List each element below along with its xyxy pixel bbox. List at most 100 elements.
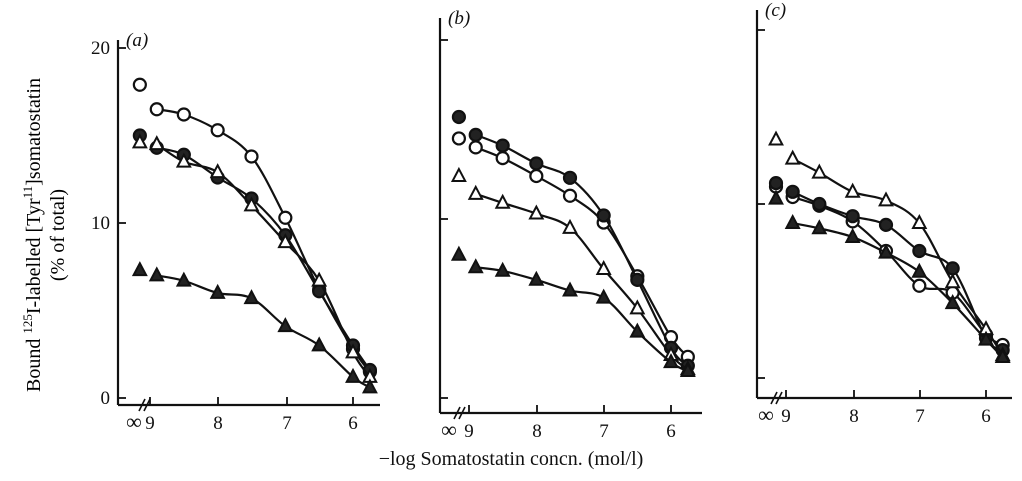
data-point-filled-triangle: [361, 378, 378, 394]
data-point-filled-triangle: [131, 261, 148, 277]
panel-label: (a): [126, 30, 148, 51]
data-point-open-triangle: [528, 204, 545, 220]
data-point-filled-circle: [630, 272, 645, 287]
x-axis-title: −log Somatostatin concn. (mol/l): [378, 448, 644, 470]
data-point-filled-triangle: [243, 289, 260, 305]
data-point-filled-triangle: [345, 367, 361, 383]
data-point-open-triangle: [148, 135, 165, 151]
panel-label: (b): [448, 8, 470, 29]
data-point-filled-triangle: [768, 189, 784, 205]
panel-label: (c): [765, 0, 786, 21]
x-tick-label: 6: [348, 413, 358, 434]
data-point-filled-circle: [451, 109, 466, 125]
x-tick-label: 8: [532, 421, 542, 442]
series-line-filled-triangle: [792, 222, 1004, 358]
svg-text:Bound 125I-labelled [Tyr11]som: Bound 125I-labelled [Tyr11]somatostatin: [20, 78, 45, 392]
data-point-filled-circle: [878, 217, 894, 232]
data-point-filled-triangle: [209, 283, 226, 299]
data-point-open-circle: [176, 107, 191, 122]
x-tick-label: 9: [145, 413, 155, 434]
data-point-filled-circle: [468, 127, 483, 142]
y-axis-title: Bound 125I-labelled [Tyr11]somatostatin …: [20, 78, 69, 392]
x-tick-label: 7: [915, 406, 925, 427]
data-point-open-triangle: [345, 343, 361, 359]
data-point-open-circle: [132, 77, 147, 92]
data-point-open-circle: [149, 102, 164, 117]
data-point-open-circle: [210, 123, 225, 138]
axis-break-mark: [143, 398, 151, 412]
data-point-filled-triangle: [811, 219, 828, 235]
data-point-open-triangle: [494, 193, 511, 209]
y-axis-title-part: Bound: [23, 334, 45, 392]
data-point-open-circle: [468, 140, 483, 155]
data-point-open-triangle: [311, 271, 328, 287]
series-line-open-circle: [475, 146, 689, 358]
data-point-filled-triangle: [311, 336, 328, 352]
data-point-open-triangle: [768, 130, 784, 146]
data-point-open-triangle: [811, 163, 828, 179]
data-point-open-triangle: [844, 182, 861, 198]
data-point-filled-triangle: [878, 243, 894, 259]
data-point-filled-triangle: [528, 270, 545, 286]
data-point-open-triangle: [878, 191, 894, 207]
data-point-open-circle: [278, 210, 293, 225]
data-point-filled-triangle: [679, 362, 696, 378]
series-line-open-circle: [156, 108, 371, 373]
data-point-open-circle: [244, 149, 259, 164]
data-point-filled-circle: [912, 243, 927, 259]
data-point-filled-circle: [945, 261, 960, 276]
data-point-filled-triangle: [277, 317, 294, 333]
x-tick-label: 7: [282, 413, 292, 434]
series-line-filled-triangle: [156, 274, 371, 389]
series-line-filled-circle: [156, 146, 371, 371]
data-point-open-triangle: [595, 259, 612, 276]
data-point-open-circle: [495, 151, 510, 166]
panel-1: ∞ 9 8 7 6 0 10 20 (a): [91, 30, 380, 434]
y-axis-title-sup: 125: [20, 314, 35, 334]
data-point-filled-triangle: [595, 288, 612, 304]
data-point-open-circle: [562, 188, 578, 203]
data-point-filled-circle: [495, 138, 510, 153]
data-point-open-triangle: [784, 149, 801, 165]
data-point-filled-triangle: [629, 322, 646, 338]
x-tick-label: 8: [213, 413, 223, 434]
y-tick-label: 10: [91, 213, 110, 234]
axis-break-mark: [770, 391, 778, 405]
series-line-filled-circle: [475, 133, 689, 367]
data-point-filled-triangle: [911, 262, 928, 278]
data-point-open-circle: [451, 131, 466, 146]
data-point-filled-triangle: [978, 330, 994, 346]
data-point-filled-triangle: [844, 227, 861, 243]
x-tick-label: 8: [849, 406, 859, 427]
data-point-filled-triangle: [450, 245, 467, 261]
y-tick-label: 20: [91, 38, 110, 59]
data-point-filled-triangle: [944, 294, 961, 310]
data-point-open-triangle: [450, 166, 467, 182]
data-point-open-triangle: [467, 184, 484, 200]
data-point-filled-triangle: [784, 214, 801, 230]
data-point-filled-circle: [768, 176, 784, 191]
data-point-filled-circle: [785, 184, 800, 199]
y-axis-title-part: ]somatostatin: [23, 78, 45, 186]
x-tick-label: 9: [781, 406, 791, 427]
data-point-filled-triangle: [562, 281, 578, 297]
data-point-filled-triangle: [494, 261, 511, 277]
data-point-open-triangle: [209, 163, 226, 179]
data-point-open-triangle: [277, 233, 294, 249]
data-point-open-triangle: [131, 133, 148, 149]
y-axis-title-sup: 11: [20, 186, 35, 199]
data-point-filled-circle: [845, 209, 860, 224]
x-tick-label: ∞: [758, 402, 774, 427]
data-point-open-triangle: [175, 152, 192, 168]
data-point-open-triangle: [911, 214, 928, 230]
data-point-filled-triangle: [994, 347, 1011, 364]
y-axis-title-part: I-labelled [Tyr: [23, 198, 45, 314]
data-point-filled-triangle: [148, 266, 165, 282]
x-tick-label: 9: [464, 421, 474, 442]
axis-break-mark: [453, 406, 461, 420]
data-point-open-triangle: [629, 299, 646, 315]
data-point-filled-triangle: [175, 271, 192, 287]
x-tick-label: ∞: [441, 417, 457, 442]
data-point-open-circle: [529, 168, 544, 184]
